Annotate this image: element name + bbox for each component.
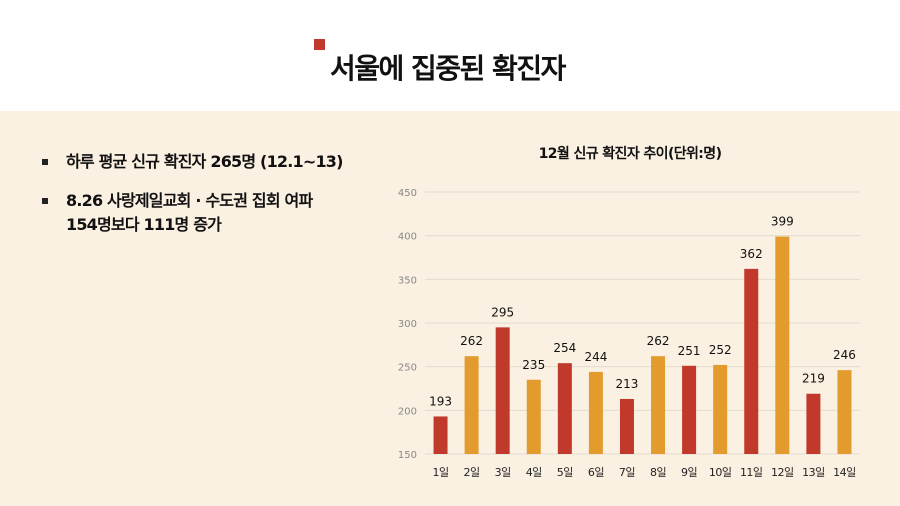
bullet-text: 하루 평균 신규 확진자 265명 (12.1~13) — [66, 152, 343, 171]
data-label: 399 — [771, 215, 794, 229]
y-tick-label: 200 — [398, 406, 417, 417]
data-label: 251 — [678, 344, 701, 358]
x-tick-label: 2일 — [464, 465, 480, 479]
data-label: 262 — [647, 334, 670, 348]
data-labels: 193 262 295 235 254 244 213 262 251 252 362 399 219 2… — [429, 215, 856, 409]
title-accent-square — [314, 39, 325, 50]
x-tick-label: 13일 — [802, 465, 825, 479]
x-tick-label: 6일 — [588, 465, 604, 479]
bar-6일 — [588, 371, 603, 454]
x-axis-ticks: 1일 2일 3일 4일 5일 6일 7일 8일 9일 10일 11일 12일 13일 14일 — [432, 465, 856, 479]
bars — [433, 236, 852, 454]
bar-7일 — [619, 398, 634, 454]
bar-14일 — [837, 370, 852, 454]
bar-10일 — [713, 364, 728, 454]
page-title: 서울에 집중된 확진자 — [330, 52, 566, 85]
bar-9일 — [682, 365, 697, 454]
x-tick-label: 1일 — [432, 465, 448, 479]
bullet-text: 8.26 사랑제일교회 · 수도권 집회 여파 — [66, 191, 313, 210]
bullet-item-compare: 8.26 사랑제일교회 · 수도권 집회 여파 154명보다 111명 증가 — [40, 189, 380, 237]
y-tick-label: 350 — [398, 275, 417, 286]
x-tick-label: 12일 — [771, 465, 794, 479]
data-label: 244 — [584, 350, 607, 364]
data-label: 246 — [833, 348, 856, 362]
x-tick-label: 11일 — [740, 465, 763, 479]
bar-11일 — [744, 268, 759, 454]
bar-4일 — [526, 379, 541, 454]
y-tick-label: 450 — [398, 188, 417, 199]
bar-1일 — [433, 416, 448, 454]
x-tick-label: 3일 — [495, 465, 511, 479]
x-tick-label: 4일 — [526, 465, 542, 479]
bar-2일 — [464, 356, 479, 454]
bar-3일 — [495, 327, 510, 454]
x-tick-label: 8일 — [650, 465, 666, 479]
x-tick-label: 10일 — [709, 465, 732, 479]
bullet-square-icon — [42, 198, 48, 204]
bullet-square-icon — [42, 159, 48, 165]
bullet-text: 154명보다 111명 증가 — [66, 215, 222, 234]
data-label: 193 — [429, 394, 452, 408]
bar-13일 — [806, 393, 821, 454]
data-label: 262 — [460, 334, 483, 348]
data-label: 235 — [522, 358, 545, 372]
data-label: 295 — [491, 305, 514, 319]
y-tick-label: 150 — [398, 450, 417, 461]
bar-5일 — [557, 363, 572, 454]
data-label: 252 — [709, 343, 732, 357]
bullet-list: 하루 평균 신규 확진자 265명 (12.1~13) 8.26 사랑제일교회 … — [40, 150, 380, 252]
y-tick-label: 400 — [398, 232, 417, 243]
x-tick-label: 7일 — [619, 465, 635, 479]
x-tick-label: 9일 — [681, 465, 697, 479]
data-label: 219 — [802, 372, 825, 386]
data-label: 213 — [616, 377, 639, 391]
bar-12일 — [775, 236, 790, 454]
bar-8일 — [651, 356, 666, 454]
y-tick-label: 250 — [398, 363, 417, 374]
data-label: 254 — [553, 341, 576, 355]
chart-title: 12월 신규 확진자 추이(단위:명) — [539, 145, 722, 162]
y-tick-label: 300 — [398, 319, 417, 330]
header: 서울에 집중된 확진자 — [0, 0, 900, 111]
data-label: 362 — [740, 247, 763, 261]
x-tick-label: 5일 — [557, 465, 573, 479]
gridlines — [425, 191, 860, 455]
x-tick-label: 14일 — [833, 465, 856, 479]
y-axis-ticks: 150 200 250 300 350 400 450 — [398, 188, 417, 461]
bullet-item-avg: 하루 평균 신규 확진자 265명 (12.1~13) — [40, 150, 380, 174]
